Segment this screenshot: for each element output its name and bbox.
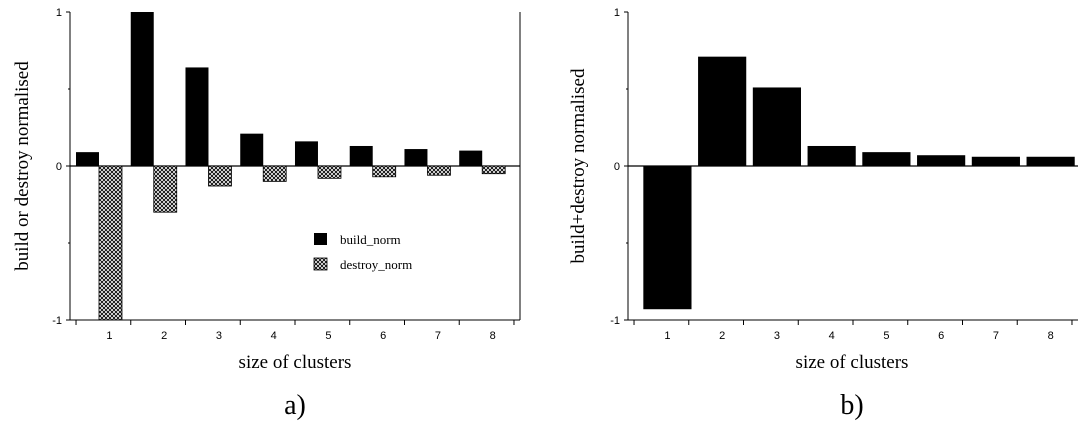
bar-build-norm <box>130 12 154 166</box>
bar-build-norm <box>349 145 373 166</box>
x-tick-label: 1 <box>106 330 112 342</box>
bar-build-plus-destroy <box>752 87 801 166</box>
bar-build-plus-destroy <box>971 156 1020 166</box>
chart-a: 1 2 3 4 5 6 7 8 1 0 -1 size of clusters build or … <box>12 7 521 421</box>
x-tick-label: 6 <box>380 330 386 342</box>
chart-b-x-tick-labels: 1 2 3 4 5 6 7 8 <box>664 330 1053 342</box>
bar-build-plus-destroy <box>807 145 856 166</box>
x-tick-label: 2 <box>161 330 167 342</box>
chart-a-x-axis-label: size of clusters <box>239 352 352 373</box>
legend-swatch-build-norm <box>314 233 327 245</box>
x-tick-label: 2 <box>719 330 725 342</box>
chart-b: 1 2 3 4 5 6 7 8 1 0 -1 size of clusters build+des… <box>568 7 1078 421</box>
bar-build-plus-destroy <box>643 166 692 310</box>
chart-a-legend: build_norm destroy_norm <box>313 232 412 272</box>
y-tick-label: 1 <box>614 7 620 19</box>
bar-destroy-norm <box>153 165 178 213</box>
legend-swatch-destroy-norm <box>313 257 328 271</box>
y-tick-label: 0 <box>614 161 620 173</box>
chart-b-x-axis-label: size of clusters <box>796 352 909 373</box>
bar-destroy-norm <box>427 165 451 176</box>
y-tick-label: -1 <box>610 315 620 327</box>
x-tick-label: 4 <box>271 330 277 342</box>
y-tick-label: 1 <box>56 7 62 19</box>
x-tick-label: 7 <box>993 330 999 342</box>
bar-build-plus-destroy <box>698 56 747 166</box>
x-tick-label: 6 <box>938 330 944 342</box>
chart-a-x-tick-labels: 1 2 3 4 5 6 7 8 <box>106 330 495 342</box>
bar-destroy-norm <box>481 165 506 175</box>
bar-build-norm <box>185 67 209 166</box>
x-tick-label: 7 <box>435 330 441 342</box>
chart-a-ticks <box>66 11 515 325</box>
chart-b-y-tick-labels: 1 0 -1 <box>610 7 620 327</box>
bar-build-norm <box>404 149 428 166</box>
x-tick-label: 8 <box>1048 330 1054 342</box>
bar-build-plus-destroy <box>1026 156 1075 166</box>
x-tick-label: 8 <box>490 330 496 342</box>
chart-a-bars <box>76 12 506 321</box>
x-tick-label: 5 <box>883 330 889 342</box>
bar-build-norm <box>240 133 264 166</box>
bar-destroy-norm <box>372 165 397 178</box>
chart-b-ticks <box>624 11 1073 325</box>
bar-destroy-norm <box>317 165 342 179</box>
x-tick-label: 5 <box>325 330 331 342</box>
x-tick-label: 1 <box>664 330 670 342</box>
chart-a-panel-label: a) <box>284 390 306 421</box>
y-tick-label: 0 <box>56 161 62 173</box>
bar-build-norm <box>294 141 318 166</box>
chart-b-y-axis-label: build+destroy normalised <box>568 68 589 263</box>
bar-destroy-norm <box>262 165 287 182</box>
chart-a-y-axis-label: build or destroy normalised <box>12 61 33 271</box>
bar-build-plus-destroy <box>917 155 966 166</box>
legend-label-build-norm: build_norm <box>340 232 401 247</box>
x-tick-label: 3 <box>774 330 780 342</box>
chart-a-y-tick-labels: 1 0 -1 <box>52 7 62 327</box>
x-tick-label: 3 <box>216 330 222 342</box>
x-tick-label: 4 <box>829 330 835 342</box>
y-tick-label: -1 <box>52 315 62 327</box>
chart-b-bars <box>643 56 1075 310</box>
bar-destroy-norm <box>208 165 232 187</box>
bar-destroy-norm <box>98 165 123 321</box>
chart-b-panel-label: b) <box>840 390 863 421</box>
bar-build-plus-destroy <box>862 152 911 166</box>
bar-build-norm <box>76 152 99 166</box>
legend-label-destroy-norm: destroy_norm <box>340 257 412 272</box>
bar-build-norm <box>459 150 483 166</box>
